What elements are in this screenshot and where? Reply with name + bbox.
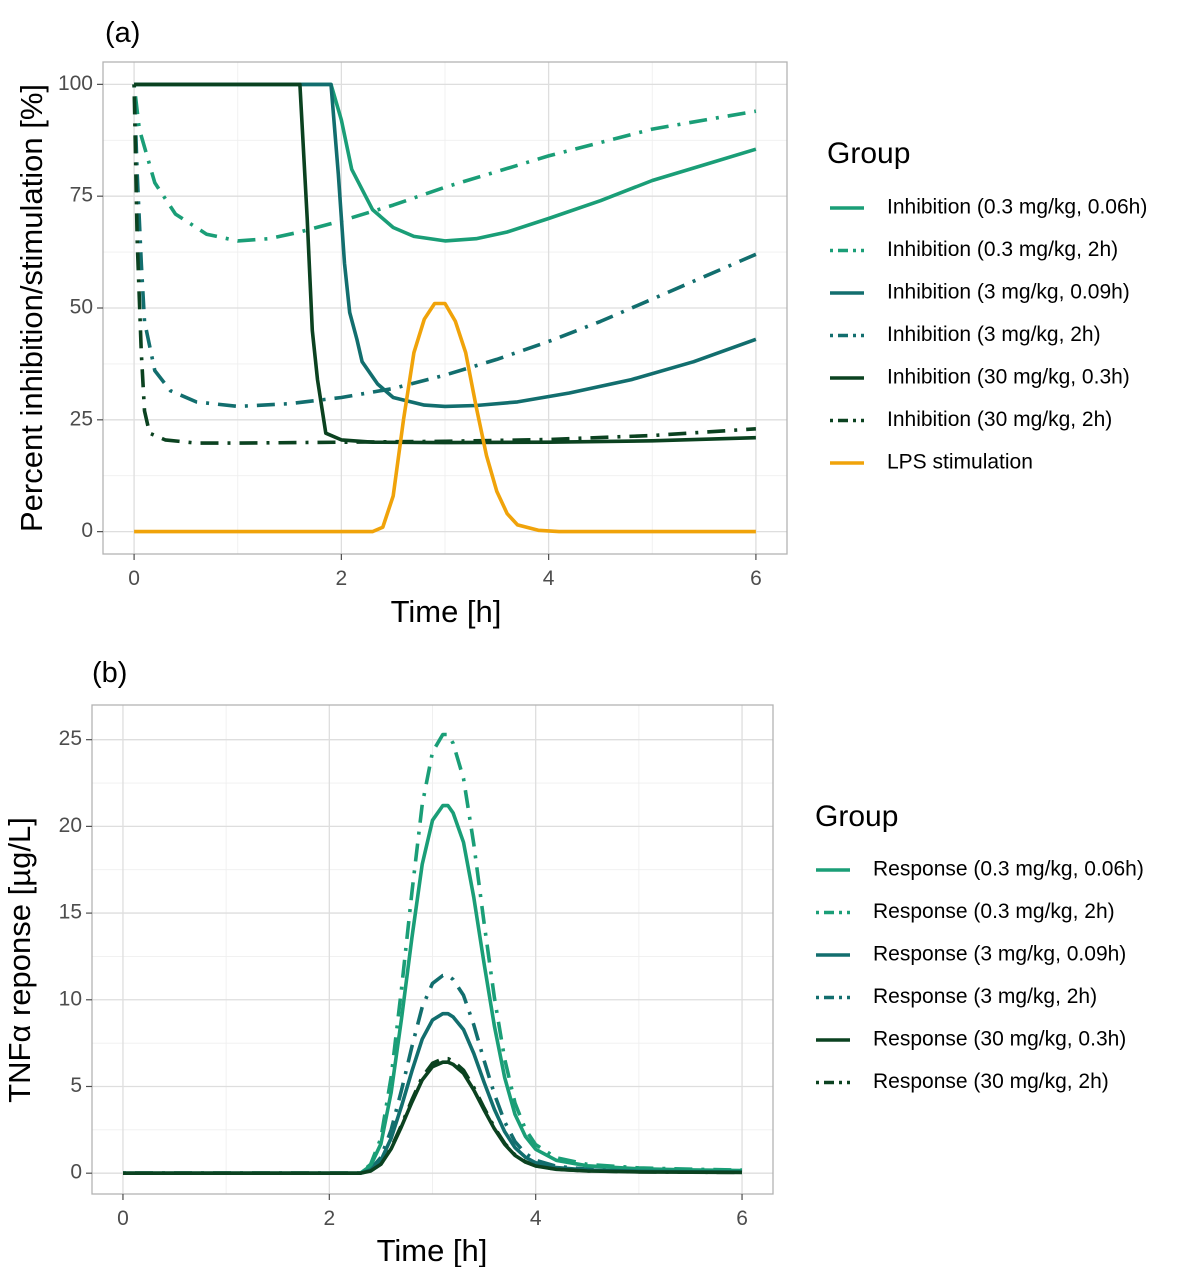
legend-label-lps-stimulation: LPS stimulation — [887, 451, 1033, 474]
legend-label-response-0-3-mg-kg-0-06h: Response (0.3 mg/kg, 0.06h) — [873, 858, 1144, 881]
y-tick-label: 0 — [81, 519, 93, 542]
panel-a-axes: 0 2 4 6 0 25 50 75 100 — [58, 72, 762, 590]
legend-label-response-3-mg-kg-2h: Response (3 mg/kg, 2h) — [873, 985, 1097, 1008]
y-tick-label: 100 — [58, 72, 93, 95]
panel-b-legend-title: Group — [815, 800, 898, 833]
x-tick-label: 2 — [336, 567, 348, 590]
panel-a-legend: Group Inhibition (0.3 mg/kg, 0.06h) Inhib… — [827, 137, 1147, 474]
panel-b-label: (b) — [92, 657, 127, 689]
legend-label-response-30-mg-kg-2h: Response (30 mg/kg, 2h) — [873, 1070, 1109, 1093]
y-tick-label: 20 — [59, 814, 82, 837]
panel-b: (b) 0 2 4 6 0 5 10 15 20 25 Time [h] TNFα reponse… — [2, 657, 1144, 1267]
y-tick-label: 75 — [70, 184, 93, 207]
series-line-response-0-3-mg-kg-0-06h — [123, 803, 743, 1175]
y-tick-label: 0 — [70, 1161, 82, 1184]
legend-label-inhibition-3-mg-kg-0-09h: Inhibition (3 mg/kg, 0.09h) — [887, 281, 1130, 304]
y-tick-label: 5 — [70, 1074, 82, 1097]
legend-label-inhibition-3-mg-kg-2h: Inhibition (3 mg/kg, 2h) — [887, 323, 1101, 346]
legend-label-inhibition-30-mg-kg-0-3h: Inhibition (30 mg/kg, 0.3h) — [887, 366, 1130, 389]
panel-b-legend: Group Response (0.3 mg/kg, 0.06h) Respons… — [815, 800, 1144, 1093]
panel-a-x-axis-title: Time [h] — [391, 594, 502, 629]
panel-b-lines — [123, 732, 743, 1175]
panel-b-x-axis-title: Time [h] — [377, 1233, 488, 1267]
x-tick-label: 6 — [750, 567, 762, 590]
panel-a-grid — [103, 62, 787, 554]
panel-a-legend-title: Group — [827, 137, 910, 170]
panel-b-border — [91, 704, 774, 1195]
y-tick-label: 50 — [70, 296, 93, 319]
x-tick-label: 0 — [117, 1207, 129, 1230]
panel-b-grid — [92, 705, 773, 1194]
series-line-response-0-3-mg-kg-2h — [123, 732, 743, 1175]
x-tick-label: 4 — [543, 567, 555, 590]
x-tick-label: 2 — [323, 1207, 335, 1230]
series-line-response-3-mg-kg-2h — [123, 973, 743, 1175]
y-tick-label: 25 — [70, 407, 93, 430]
panel-b-y-axis-title: TNFα reponse [µg/L] — [2, 817, 37, 1103]
y-tick-label: 15 — [59, 901, 82, 924]
x-tick-label: 0 — [128, 567, 140, 590]
y-tick-label: 10 — [59, 987, 82, 1010]
series-line-response-30-mg-kg-2h — [123, 1056, 743, 1175]
legend-label-inhibition-30-mg-kg-2h: Inhibition (30 mg/kg, 2h) — [887, 408, 1112, 431]
series-line-response-30-mg-kg-0-3h — [123, 1060, 743, 1175]
series-line-inhibition-3-mg-kg-0-09h — [134, 82, 757, 409]
legend-label-inhibition-0-3-mg-kg-0-06h: Inhibition (0.3 mg/kg, 0.06h) — [887, 196, 1147, 219]
series-line-inhibition-30-mg-kg-0-3h — [134, 82, 756, 445]
series-line-lps-stimulation — [134, 301, 756, 534]
legend-label-response-3-mg-kg-0-09h: Response (3 mg/kg, 0.09h) — [873, 943, 1126, 966]
y-tick-label: 25 — [59, 727, 82, 750]
legend-label-inhibition-0-3-mg-kg-2h: Inhibition (0.3 mg/kg, 2h) — [887, 238, 1118, 261]
panel-b-axes: 0 2 4 6 0 5 10 15 20 25 — [59, 727, 748, 1230]
panel-a-label: (a) — [105, 17, 140, 49]
legend-label-response-30-mg-kg-0-3h: Response (30 mg/kg, 0.3h) — [873, 1028, 1126, 1051]
panel-a-lines — [132, 82, 757, 534]
series-line-inhibition-0-3-mg-kg-0-06h — [134, 82, 757, 243]
panel-a: (a) 0 2 4 6 0 25 50 75 100 Time [h] Percent inhi… — [14, 17, 1147, 629]
panel-a-y-axis-title: Percent inhibition/stimulation [%] — [14, 84, 49, 532]
series-line-inhibition-3-mg-kg-2h — [132, 84, 757, 409]
x-tick-label: 6 — [736, 1207, 748, 1230]
x-tick-label: 4 — [530, 1207, 542, 1230]
legend-label-response-0-3-mg-kg-2h: Response (0.3 mg/kg, 2h) — [873, 900, 1115, 923]
